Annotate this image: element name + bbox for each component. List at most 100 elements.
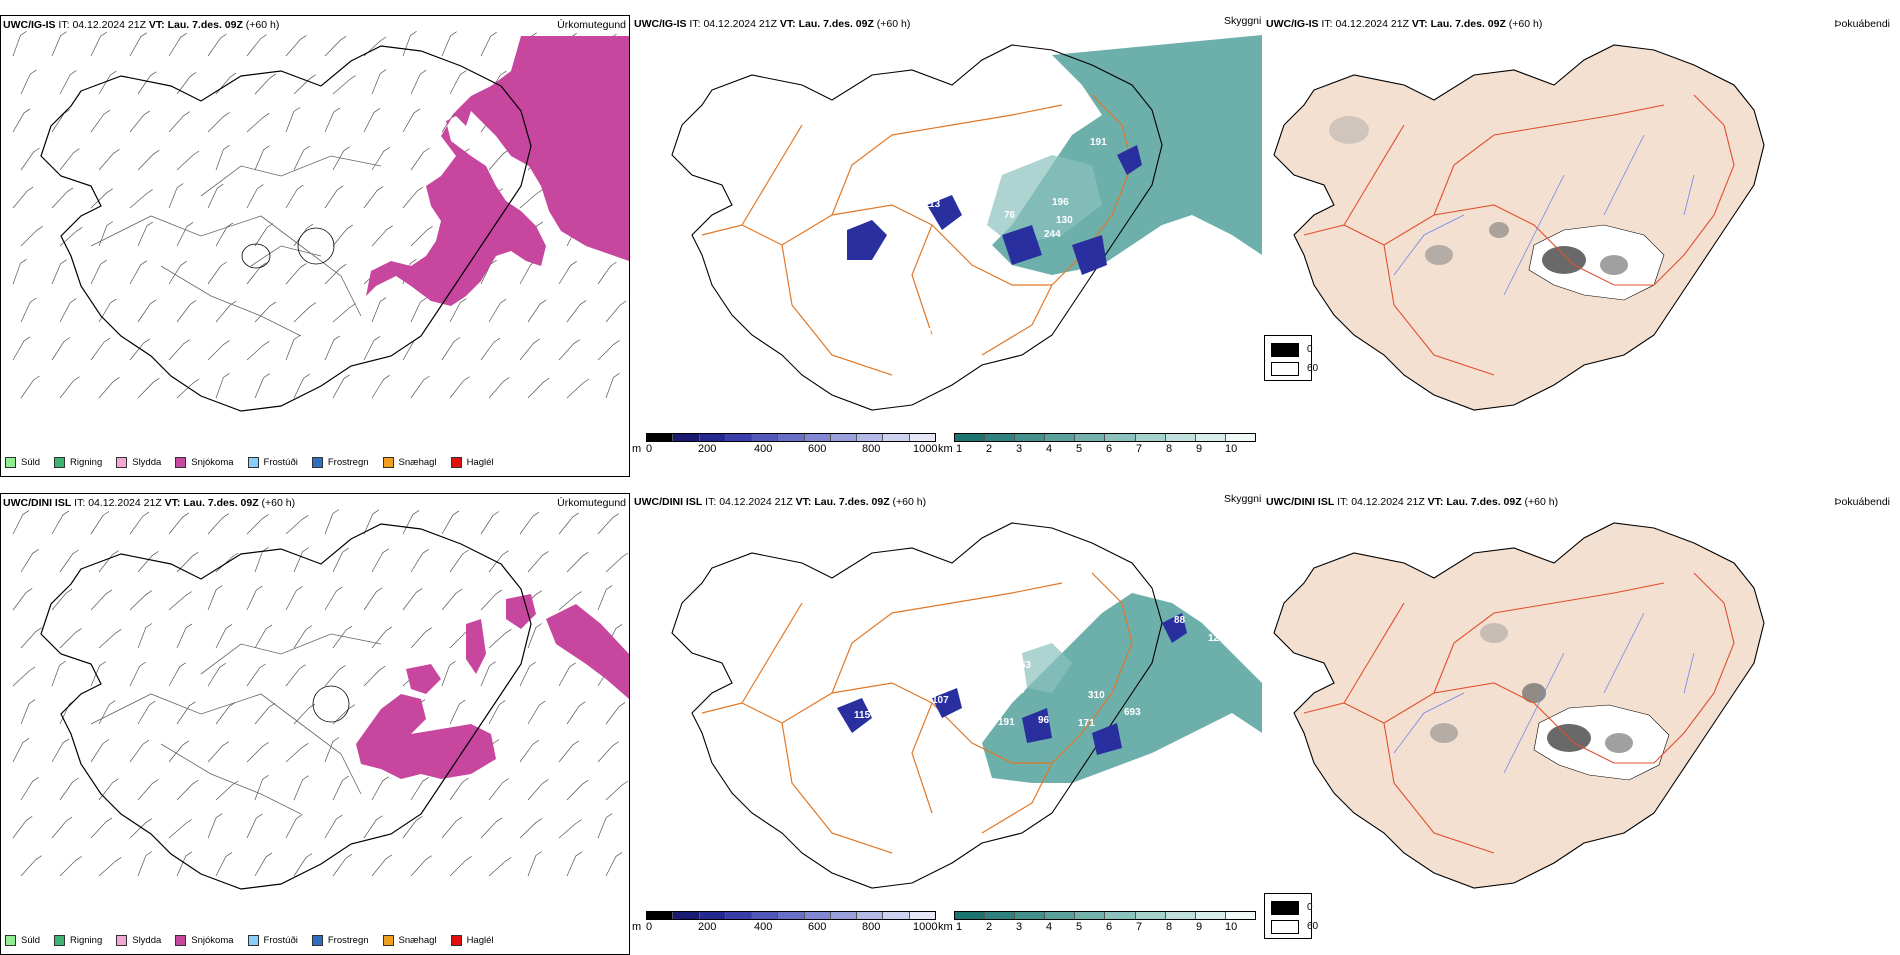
wind-barb [207, 513, 229, 535]
visibility-label: 121 [1208, 633, 1225, 644]
wind-barb [59, 777, 79, 801]
wind-barb [12, 186, 34, 209]
legend-swatch [116, 935, 128, 946]
tick-label: 1 [956, 921, 963, 933]
wind-barb [293, 74, 316, 95]
legend-item: Frostúði [247, 457, 298, 468]
wind-barb [98, 629, 122, 649]
wind-barb [324, 335, 341, 361]
tick-label: 800 [862, 921, 881, 933]
height-colorbar [646, 433, 936, 442]
wind-barb [254, 775, 269, 801]
tick-label: 4 [1046, 443, 1053, 455]
wind-barb [285, 814, 303, 839]
wind-barb [566, 779, 589, 801]
wind-barb [480, 31, 497, 57]
wind-barb [168, 111, 190, 133]
panel-header: UWC/DINI ISL IT: 04.12.2024 21Z VT: Lau.… [1266, 496, 1559, 508]
wind-barb [246, 585, 263, 611]
fog-legend: 0 60 [1264, 893, 1318, 939]
glacier-outline [297, 227, 335, 265]
wind-barb [449, 376, 470, 399]
tick-label: 7 [1136, 921, 1143, 933]
wind-barb [98, 857, 122, 877]
wind-barb [215, 373, 230, 399]
tick-label: 0 [646, 443, 653, 455]
legend-swatch [54, 935, 66, 946]
wind-barb [332, 625, 353, 649]
wind-barb [215, 624, 233, 649]
fog-legend-swatch-60 [1271, 362, 1299, 376]
wind-barb [20, 549, 39, 573]
vis-unit: km [938, 921, 953, 933]
legend-item: Slydda [116, 457, 161, 468]
wind-barb [254, 373, 270, 399]
wind-barb [449, 298, 467, 323]
wind-barb [215, 780, 239, 801]
legend-item: Frostregn [311, 935, 369, 946]
wind-barb [293, 302, 316, 323]
wind-barb [597, 261, 617, 285]
panel-title: Þokuábendi [1834, 18, 1890, 30]
wind-barb [12, 666, 36, 687]
wind-barb [176, 378, 200, 399]
wind-barb [488, 377, 510, 399]
visibility-label: 310 [1088, 690, 1105, 701]
wind-barb [20, 297, 37, 323]
legend-swatch [116, 457, 128, 468]
wind-barb [129, 511, 150, 535]
wind-barb [51, 259, 67, 285]
wind-barb [207, 33, 227, 57]
visibility-label: 63 [1020, 660, 1032, 671]
wind-barb [285, 664, 306, 687]
high-terrain [837, 698, 872, 733]
wind-barb [332, 704, 355, 725]
wind-barb [129, 189, 153, 209]
panel-title: Úrkomutegund [557, 497, 626, 509]
wind-barb [90, 589, 113, 611]
wind-barb [59, 70, 77, 95]
legend-swatch [311, 457, 323, 468]
wind-barb [527, 377, 550, 399]
wind-barb [12, 588, 33, 611]
tick-label: 0 [646, 921, 653, 933]
visibility-label: 115 [854, 710, 871, 721]
visibility-label: 73 [964, 212, 976, 223]
wind-barb [207, 741, 229, 763]
wind-barb [137, 149, 160, 171]
iceland-coastline [40, 45, 532, 412]
vis-unit: km [938, 443, 953, 455]
wind-barb [566, 701, 586, 725]
wind-barb [371, 548, 389, 573]
tick-label: 1 [956, 443, 963, 455]
wind-barb [293, 145, 310, 171]
wind-barb [371, 69, 387, 95]
wind-barb [207, 340, 230, 361]
wind-barb [215, 852, 233, 877]
panel-header: UWC/IG-IS IT: 04.12.2024 21Z VT: Lau. 7.… [3, 19, 280, 31]
wind-barb [12, 259, 27, 285]
wind-barb [324, 665, 346, 687]
tick-label: 3 [1016, 921, 1023, 933]
colorbars: m 0 200 400 600 800 1000 km 1 2 3 4 5 6 … [632, 911, 1262, 955]
wind-barb [324, 185, 344, 209]
panel-header: UWC/IG-IS IT: 04.12.2024 21Z VT: Lau. 7.… [1266, 18, 1543, 30]
wind-barb [410, 147, 430, 171]
legend-swatch [175, 457, 187, 468]
precip-map [12, 509, 629, 890]
wind-barb [558, 512, 579, 535]
wind-barb [371, 147, 390, 171]
fog-area [1533, 704, 1670, 781]
wind-barb [168, 662, 186, 687]
wind-barb [519, 511, 540, 535]
wind-barb [285, 107, 301, 133]
road-network [701, 94, 1133, 376]
wind-barb [410, 777, 429, 801]
wind-barb [332, 853, 353, 877]
wind-barb [254, 301, 277, 323]
wind-barb [137, 551, 159, 573]
wind-barb [597, 585, 613, 611]
wind-barb [129, 260, 147, 285]
wind-barb [558, 819, 582, 839]
wind-barb [293, 625, 313, 649]
